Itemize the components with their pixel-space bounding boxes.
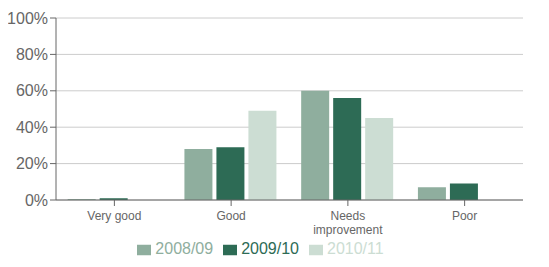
svg-text:100%: 100% (8, 10, 48, 27)
svg-text:Good: Good (216, 209, 245, 223)
svg-text:60%: 60% (16, 82, 48, 99)
svg-text:Poor: Poor (452, 209, 477, 223)
html-text:2010/11: 2010/11 (327, 240, 384, 257)
svg-text:Very good: Very good (87, 209, 141, 223)
html-text:2009/10: 2009/10 (241, 240, 299, 257)
svg-text:40%: 40% (16, 119, 48, 136)
svg-text:Needsimprovement: Needsimprovement (313, 209, 383, 237)
svg-text:0%: 0% (25, 192, 48, 209)
svg-text:80%: 80% (16, 46, 48, 63)
html-text:2008/09: 2008/09 (155, 240, 214, 257)
svg-text:20%: 20% (16, 155, 48, 172)
